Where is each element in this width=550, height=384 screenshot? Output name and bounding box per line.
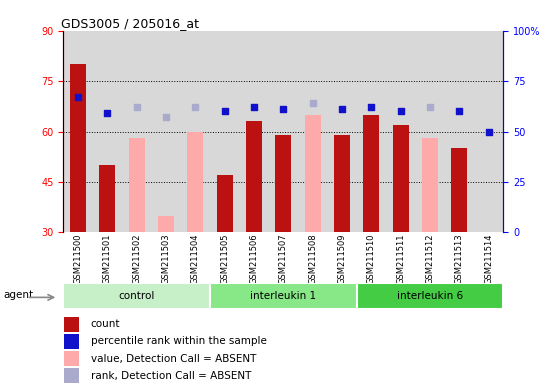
- Bar: [217, 175, 233, 232]
- Bar: [356, 283, 503, 309]
- Bar: [305, 115, 321, 232]
- Point: [132, 104, 141, 111]
- Point: [103, 110, 112, 116]
- Bar: [210, 283, 356, 309]
- Text: GSM211502: GSM211502: [132, 233, 141, 284]
- Bar: [363, 115, 379, 232]
- Point: [484, 128, 493, 135]
- Point: [162, 114, 170, 121]
- Bar: [99, 165, 116, 232]
- Text: control: control: [118, 291, 155, 301]
- Point: [367, 104, 376, 111]
- Bar: [64, 334, 79, 349]
- Bar: [305, 115, 321, 232]
- Bar: [64, 316, 79, 331]
- Bar: [129, 138, 145, 232]
- Text: GSM211510: GSM211510: [367, 233, 376, 284]
- Text: GSM211509: GSM211509: [337, 233, 346, 284]
- Text: GSM211503: GSM211503: [161, 233, 170, 284]
- Text: count: count: [91, 319, 120, 329]
- Text: GSM211513: GSM211513: [455, 233, 464, 284]
- Bar: [64, 351, 79, 366]
- Bar: [158, 215, 174, 232]
- Text: value, Detection Call = ABSENT: value, Detection Call = ABSENT: [91, 354, 256, 364]
- Point: [250, 104, 258, 111]
- Text: GSM211511: GSM211511: [396, 233, 405, 284]
- Bar: [393, 125, 409, 232]
- Text: rank, Detection Call = ABSENT: rank, Detection Call = ABSENT: [91, 371, 251, 381]
- Text: GSM211508: GSM211508: [308, 233, 317, 284]
- Bar: [64, 368, 79, 383]
- Bar: [422, 138, 438, 232]
- Point: [396, 108, 405, 114]
- Point: [191, 104, 200, 111]
- Bar: [451, 148, 468, 232]
- Point: [308, 100, 317, 106]
- Point: [220, 108, 229, 114]
- Text: GSM211512: GSM211512: [425, 233, 435, 284]
- Text: GSM211514: GSM211514: [484, 233, 493, 284]
- Text: GSM211506: GSM211506: [249, 233, 258, 284]
- Bar: [70, 64, 86, 232]
- Bar: [63, 283, 210, 309]
- Bar: [334, 135, 350, 232]
- Text: GSM211507: GSM211507: [279, 233, 288, 284]
- Point: [74, 94, 82, 100]
- Point: [455, 108, 464, 114]
- Bar: [246, 121, 262, 232]
- Bar: [275, 135, 292, 232]
- Text: interleukin 1: interleukin 1: [250, 291, 316, 301]
- Point: [426, 104, 434, 111]
- Bar: [187, 131, 204, 232]
- Text: GSM211500: GSM211500: [73, 233, 82, 284]
- Text: agent: agent: [3, 290, 34, 300]
- Point: [279, 106, 288, 113]
- Text: GSM211501: GSM211501: [103, 233, 112, 284]
- Text: GSM211504: GSM211504: [191, 233, 200, 284]
- Text: GSM211505: GSM211505: [220, 233, 229, 284]
- Text: GDS3005 / 205016_at: GDS3005 / 205016_at: [61, 17, 199, 30]
- Point: [338, 106, 346, 113]
- Text: percentile rank within the sample: percentile rank within the sample: [91, 336, 267, 346]
- Text: interleukin 6: interleukin 6: [397, 291, 463, 301]
